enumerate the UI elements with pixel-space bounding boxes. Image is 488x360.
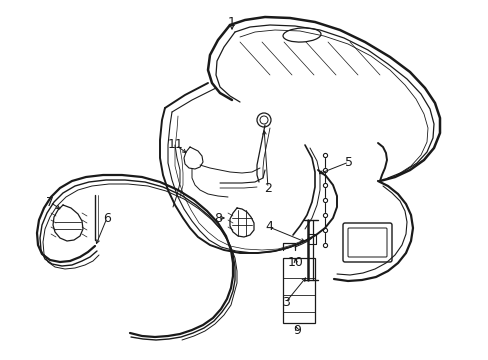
Text: 3: 3 [282,296,289,309]
Text: 5: 5 [345,156,352,168]
Text: 2: 2 [264,181,271,194]
Text: 6: 6 [103,211,111,225]
Text: 10: 10 [287,256,304,270]
Bar [283,258,314,323]
Text: 7: 7 [46,195,54,208]
Text: 9: 9 [292,324,300,337]
Text: 11: 11 [168,139,183,152]
Text: 1: 1 [227,15,235,28]
Text: 8: 8 [214,211,222,225]
Text: 4: 4 [264,220,272,234]
